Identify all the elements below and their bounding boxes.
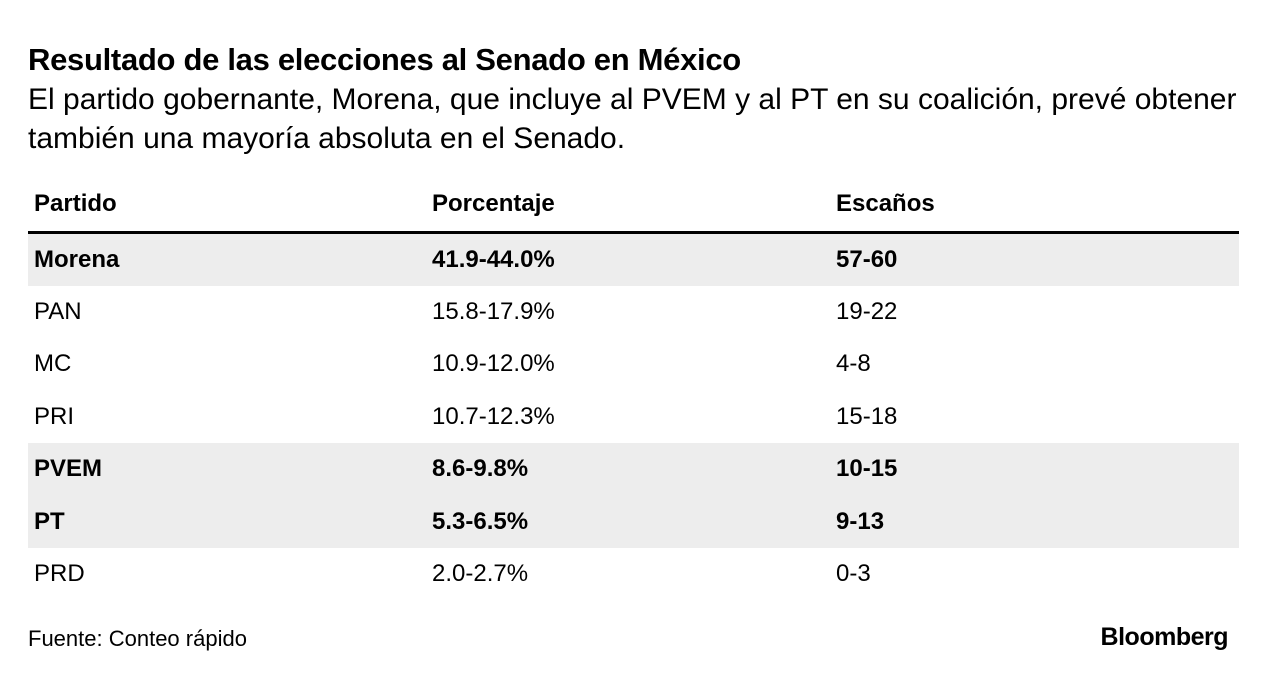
seats-cell: 9-13 [830, 495, 1239, 548]
bloomberg-logo: Bloomberg [1100, 623, 1229, 651]
party-cell: MC [34, 350, 72, 378]
table-header-row: Partido Porcentaje Escaños [28, 177, 1239, 234]
results-table: Partido Porcentaje Escaños Morena 41.9-44… [28, 177, 1239, 600]
table-row: PRD 2.0-2.7% 0-3 [28, 548, 1239, 600]
percentage-cell: 41.9-44.0% [426, 232, 830, 286]
seats-cell: 19-22 [836, 298, 898, 326]
percentage-cell: 5.3-6.5% [426, 495, 830, 548]
party-cell: PAN [34, 298, 82, 326]
seats-cell: 0-3 [836, 560, 871, 588]
table-body: Morena 41.9-44.0% 57-60 PAN 15.8-17.9% 19-22 M… [28, 232, 1239, 600]
table-row: PT 5.3-6.5% 9-13 [28, 495, 1239, 548]
table-row: MC 10.9-12.0% 4-8 [28, 338, 1239, 390]
seats-cell: 15-18 [836, 402, 898, 430]
chart-subtitle: El partido gobernante, Morena, que inclu… [28, 83, 1237, 155]
column-header-partido: Partido [28, 177, 426, 234]
seats-cell: 4-8 [836, 350, 871, 378]
table-row: Morena 41.9-44.0% 57-60 [28, 232, 1239, 286]
seats-cell: 57-60 [830, 232, 1239, 286]
percentage-cell: 2.0-2.7% [432, 560, 529, 588]
table-row: PRI 10.7-12.3% 15-18 [28, 391, 1239, 443]
chart-title: Resultado de las elecciones al Senado en… [28, 42, 741, 77]
column-header-porcentaje: Porcentaje [426, 177, 830, 234]
table-row: PVEM 8.6-9.8% 10-15 [28, 443, 1239, 496]
party-cell: Morena [28, 232, 426, 286]
column-header-escanos: Escaños [830, 177, 1239, 234]
party-cell: PRI [34, 402, 75, 430]
party-cell: PRD [34, 560, 85, 588]
party-cell: PT [28, 495, 426, 548]
percentage-cell: 10.9-12.0% [432, 350, 555, 378]
party-cell: PVEM [28, 443, 426, 496]
seats-cell: 10-15 [830, 443, 1239, 496]
percentage-cell: 8.6-9.8% [426, 443, 830, 496]
percentage-cell: 10.7-12.3% [432, 402, 555, 430]
percentage-cell: 15.8-17.9% [432, 298, 555, 326]
chart-header: Resultado de las elecciones al Senado en… [28, 40, 1239, 158]
table-row: PAN 15.8-17.9% 19-22 [28, 286, 1239, 338]
source-note: Fuente: Conteo rápido [28, 626, 247, 651]
